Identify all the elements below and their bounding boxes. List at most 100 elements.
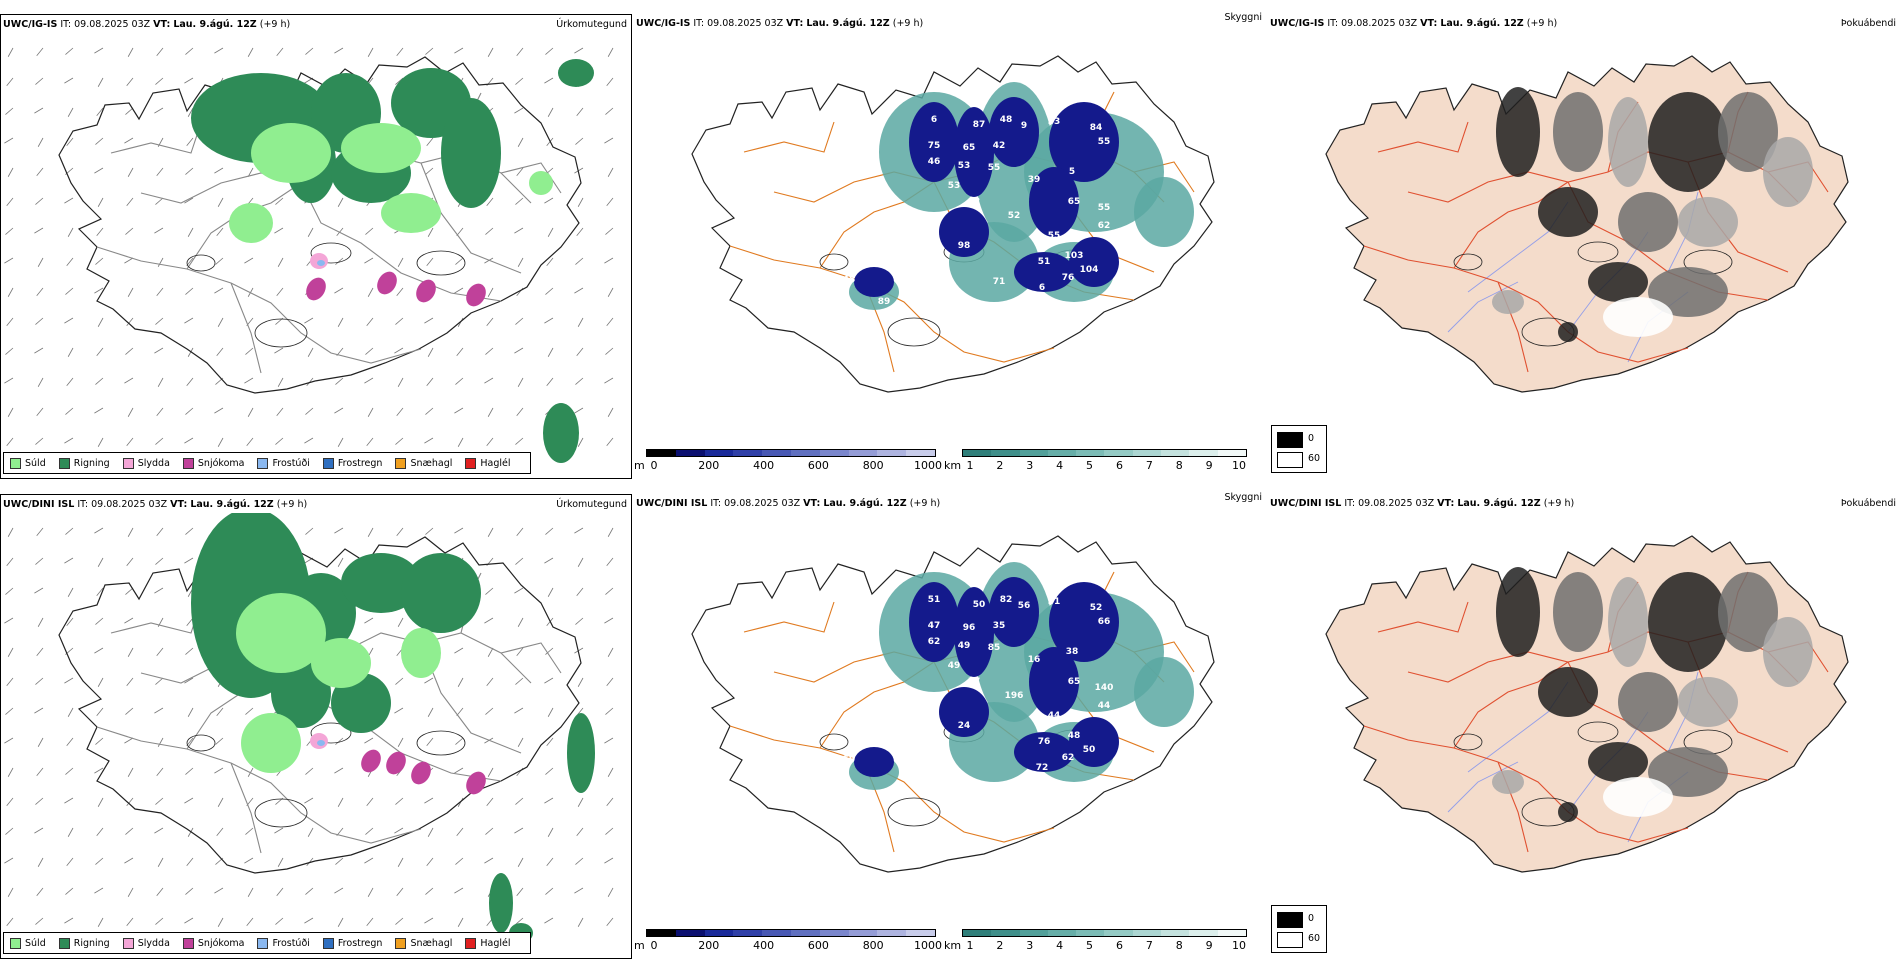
cloud-base-label: 50 — [973, 600, 986, 610]
wind-barb — [187, 107, 194, 117]
wind-barb — [245, 827, 254, 835]
wind-barb — [247, 887, 254, 897]
glacier-outline — [416, 730, 466, 756]
wind-barb — [7, 47, 14, 57]
wind-barb — [575, 137, 584, 145]
wind-barb — [5, 707, 14, 715]
cloud-base-label: 44 — [1048, 711, 1061, 721]
wind-barb — [304, 917, 314, 924]
wind-barb — [215, 257, 224, 265]
wind-barb — [487, 47, 494, 57]
wind-barb — [214, 407, 224, 414]
wind-barb — [546, 377, 554, 387]
cloud-base-label: 71 — [993, 277, 1006, 287]
wind-barb — [124, 377, 134, 384]
wind-barb — [277, 377, 284, 387]
colorbar-tick-label: 4 — [1056, 459, 1064, 472]
wind-barb — [4, 137, 14, 144]
wind-barb — [126, 77, 134, 87]
colorbar-tick-label: 400 — [753, 939, 775, 952]
panel-header: UWC/IG-IS IT: 09.08.2025 03Z VT: Lau. 9.… — [636, 18, 924, 29]
low-ceiling-area — [854, 267, 894, 297]
wind-barb — [337, 197, 344, 207]
cloud-base-label: 84 — [1090, 123, 1103, 133]
wind-barb — [66, 137, 74, 147]
wind-barb — [37, 257, 44, 267]
fog-index-area — [1588, 742, 1648, 782]
wind-barb — [607, 767, 614, 777]
colorbar-tick-label: 2 — [996, 939, 1004, 952]
wind-barb — [607, 647, 614, 657]
wind-barb — [127, 47, 134, 57]
cloud-base-label: 104 — [1080, 265, 1099, 275]
low-ceiling-area — [1014, 252, 1074, 292]
wind-barb — [427, 827, 434, 837]
wind-barb — [367, 887, 374, 897]
wind-barb — [186, 857, 194, 867]
cloud-base-label: 65 — [1068, 677, 1081, 687]
wind-barb — [337, 797, 344, 807]
wind-barb — [126, 677, 134, 687]
wind-barb — [605, 707, 614, 715]
wind-barb — [517, 857, 524, 867]
wind-barb — [425, 527, 434, 535]
wind-barb — [156, 887, 164, 897]
wind-barb — [4, 617, 14, 624]
wind-barb — [247, 407, 254, 417]
wind-barb — [364, 377, 374, 384]
legend-swatch — [322, 457, 334, 469]
visibility-panel-top: UWC/IG-IS IT: 09.08.2025 03Z VT: Lau. 9.… — [634, 12, 1266, 479]
wind-barb — [605, 227, 614, 235]
wind-barb — [184, 437, 194, 444]
ceiling-colorbar: m 0 200 400 600 800 1000 — [634, 929, 942, 953]
wind-barb — [36, 47, 44, 57]
low-ceiling-area — [954, 587, 994, 677]
legend-swatch — [322, 937, 334, 949]
wind-barb — [514, 827, 524, 834]
cloud-base-label: 38 — [1066, 647, 1079, 657]
wind-barb — [65, 47, 74, 55]
low-ceiling-area — [1049, 102, 1119, 182]
wind-barb — [396, 47, 404, 57]
road-line — [300, 182, 502, 302]
wind-barb — [304, 317, 314, 324]
wind-barb — [604, 257, 614, 264]
fog-legend-swatch — [1277, 912, 1303, 928]
wind-barb — [456, 827, 464, 837]
wind-barb — [575, 857, 584, 865]
drizzle-area — [341, 123, 421, 173]
colorbar-tick-label: 3 — [1026, 459, 1034, 472]
wind-barb — [154, 707, 164, 714]
wind-barb — [547, 227, 554, 237]
wind-barb — [217, 917, 224, 927]
legend-swatch — [465, 457, 477, 469]
colorbar-tick-label: 0 — [650, 939, 658, 952]
wind-barb — [516, 407, 524, 417]
cloud-base-label: 55 — [1048, 231, 1061, 241]
cloud-base-label: 82 — [968, 197, 981, 207]
wind-barb — [334, 527, 344, 534]
wind-barb — [515, 77, 524, 85]
wind-barb — [305, 767, 314, 775]
wind-barb — [94, 47, 104, 54]
colorbar-tick-label: 200 — [698, 939, 720, 952]
fog-index-area — [1618, 672, 1678, 732]
precip-legend-item: Frostúði — [257, 457, 310, 469]
wind-barb — [216, 707, 224, 717]
wind-barb — [545, 527, 554, 535]
wind-barb — [485, 347, 494, 355]
river-line — [1447, 761, 1519, 813]
wind-barb — [6, 77, 14, 87]
visibility-map: 6 87 48 9 53 84 55 75 65 42 46 53 55 39 5 53 65 55 82 52 62 5… — [691, 55, 1215, 393]
wind-barb — [6, 557, 14, 567]
wind-barb — [455, 857, 464, 865]
wind-barb — [67, 707, 74, 717]
legend-swatch — [257, 457, 269, 469]
wind-barb — [95, 737, 104, 745]
wind-barb — [36, 887, 44, 897]
precip-legend-item: Haglél — [465, 457, 511, 469]
road-line — [110, 122, 202, 154]
wind-barb — [216, 347, 224, 357]
low-visibility-area — [1134, 177, 1194, 247]
wind-barb — [454, 407, 464, 414]
